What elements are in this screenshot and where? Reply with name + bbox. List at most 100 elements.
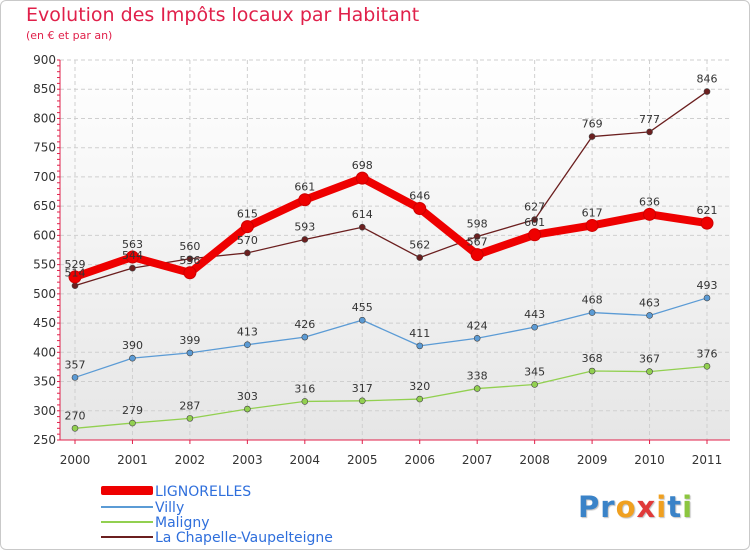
data-point <box>531 323 538 331</box>
data-point <box>473 233 481 240</box>
data-point <box>588 367 596 375</box>
axes: 250 300 350 400 450 500 550 600 650 700 750 800 850 9… <box>33 53 730 467</box>
data-point <box>646 312 653 319</box>
data-labels: 357 390 399 413 426 455 411 424 443 468 463 493 270 2… <box>65 73 718 423</box>
data-label: 338 <box>467 370 488 383</box>
data-label: 413 <box>237 326 258 339</box>
data-point <box>643 207 657 221</box>
y-tick-label: 250 <box>33 433 56 447</box>
series-layer <box>68 88 714 432</box>
data-point <box>473 334 481 342</box>
data-label: 593 <box>294 220 315 233</box>
data-point <box>358 397 366 405</box>
legend-item: LIGNORELLES <box>101 484 251 500</box>
data-point <box>473 385 481 392</box>
data-label: 287 <box>179 399 200 412</box>
data-label: 468 <box>582 294 603 307</box>
logo-letter: r <box>600 490 616 524</box>
y-tick-label: 300 <box>33 404 56 418</box>
data-label: 270 <box>65 409 86 422</box>
data-label: 411 <box>409 327 430 340</box>
data-label: 560 <box>179 240 200 253</box>
data-point <box>301 398 309 405</box>
data-point <box>68 270 82 284</box>
series-villy <box>71 294 711 381</box>
y-tick-label: 450 <box>33 316 56 330</box>
data-point <box>129 354 136 362</box>
data-label: 399 <box>179 334 200 347</box>
data-point <box>531 216 538 223</box>
data-label: 345 <box>524 365 545 378</box>
data-label: 536 <box>179 254 200 267</box>
data-point <box>71 374 79 381</box>
chart-title: Evolution des Impôts locaux par Habitant <box>26 4 420 26</box>
data-point <box>301 333 309 341</box>
series-line <box>74 90 708 287</box>
y-tick-label: 350 <box>33 375 56 389</box>
data-label: 367 <box>639 353 660 366</box>
x-tick-label: 2009 <box>577 453 608 467</box>
data-label: 376 <box>697 347 718 360</box>
data-label: 443 <box>524 308 545 321</box>
data-label: 279 <box>122 404 143 417</box>
data-label: 562 <box>409 239 430 252</box>
data-label: 846 <box>697 73 718 86</box>
y-tick-label: 750 <box>33 141 56 155</box>
x-tick-label: 2008 <box>519 453 550 467</box>
series-line <box>74 297 708 379</box>
data-label: 357 <box>65 358 86 371</box>
legend-item: Maligny <box>101 515 209 531</box>
data-label: 563 <box>122 238 143 251</box>
y-tick-label: 800 <box>33 111 56 125</box>
data-point <box>470 248 484 262</box>
data-label: 777 <box>639 113 660 126</box>
y-tick-label: 700 <box>33 170 56 184</box>
data-point <box>129 419 136 427</box>
data-label: 621 <box>697 204 718 217</box>
data-point <box>585 218 599 232</box>
data-point <box>183 266 197 280</box>
data-point <box>416 395 424 403</box>
data-point <box>244 405 251 413</box>
x-tick-label: 2006 <box>404 453 435 467</box>
logo-letter: i <box>682 490 694 524</box>
data-label: 320 <box>409 380 430 393</box>
x-tick-label: 2000 <box>60 453 91 467</box>
data-point <box>588 309 596 316</box>
data-label: 617 <box>582 206 603 219</box>
data-point <box>416 342 424 350</box>
series-lignorelles <box>68 171 714 284</box>
proxiti-logo: Proxiti <box>578 490 693 524</box>
data-label: 426 <box>294 318 315 331</box>
data-point <box>71 425 79 432</box>
series-maligny <box>71 363 711 432</box>
data-point <box>298 193 312 207</box>
legend-label: Maligny <box>155 515 209 531</box>
y-tick-label: 500 <box>33 287 56 301</box>
data-label: 303 <box>237 390 258 403</box>
series-line <box>71 174 711 281</box>
data-label: 698 <box>352 159 373 172</box>
legend-swatch <box>101 486 153 495</box>
data-point <box>588 133 596 140</box>
data-point <box>703 363 711 370</box>
data-label: 614 <box>352 208 373 221</box>
legend-item: Villy <box>101 500 184 516</box>
data-point <box>531 381 538 388</box>
data-point <box>358 316 366 324</box>
data-point <box>355 171 369 185</box>
logo-letter: o <box>615 490 637 524</box>
data-label: 598 <box>467 218 488 231</box>
data-point <box>703 294 711 302</box>
data-label: 636 <box>639 195 660 208</box>
y-tick-label: 600 <box>33 228 56 242</box>
y-tick-label: 550 <box>33 258 56 272</box>
data-point <box>703 88 711 95</box>
data-label: 317 <box>352 382 373 395</box>
data-point <box>186 415 194 422</box>
x-tick-label: 2004 <box>290 453 321 467</box>
data-point <box>528 228 542 242</box>
data-label: 544 <box>122 249 143 262</box>
legend-label: Villy <box>155 500 184 516</box>
